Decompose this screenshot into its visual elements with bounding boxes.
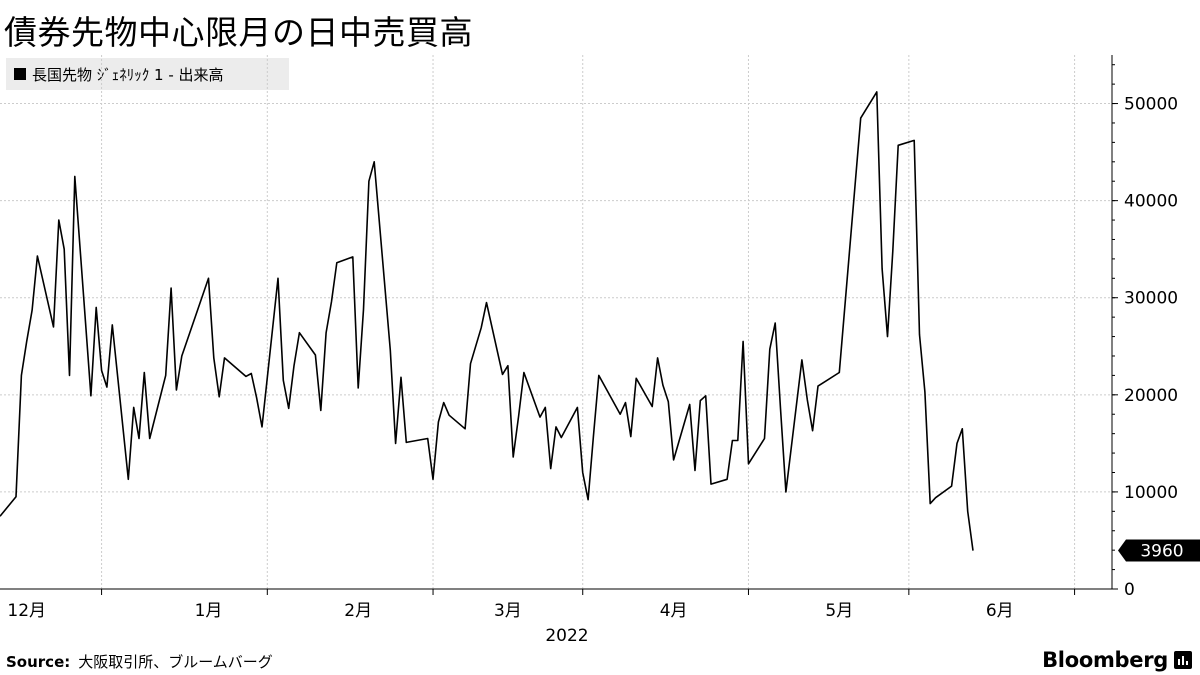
source-label: Source: bbox=[6, 653, 71, 671]
x-tick-label: 4月 bbox=[660, 601, 688, 621]
series-line bbox=[0, 91, 974, 551]
x-axis-label: 2022 bbox=[545, 626, 588, 646]
last-value-label: 3960 bbox=[1140, 542, 1183, 562]
bloomberg-logo: Bloomberg bbox=[1042, 648, 1192, 672]
last-value-tag bbox=[1118, 539, 1200, 562]
x-tick-label: 1月 bbox=[195, 601, 223, 621]
bloomberg-bars-icon bbox=[1174, 651, 1192, 669]
source-note: Source: 大阪取引所、ブルームバーグ bbox=[6, 651, 273, 672]
y-tick-label: 50000 bbox=[1124, 95, 1178, 115]
source-text: 大阪取引所、ブルームバーグ bbox=[78, 653, 273, 671]
chart-title: 債券先物中心限月の日中売買高 bbox=[4, 13, 473, 52]
y-tick-label: 30000 bbox=[1124, 289, 1178, 309]
brand-text: Bloomberg bbox=[1042, 648, 1168, 672]
x-tick-label: 5月 bbox=[825, 601, 853, 621]
y-tick-label: 0 bbox=[1124, 580, 1135, 600]
x-tick-label: 6月 bbox=[986, 601, 1014, 621]
y-tick-label: 40000 bbox=[1124, 192, 1178, 212]
y-tick-label: 10000 bbox=[1124, 483, 1178, 503]
x-tick-label: 12月 bbox=[7, 601, 46, 621]
x-tick-label: 3月 bbox=[494, 601, 522, 621]
legend-swatch bbox=[14, 68, 26, 80]
x-tick-label: 2月 bbox=[344, 601, 372, 621]
y-tick-label: 20000 bbox=[1124, 386, 1178, 406]
legend-label: 長国先物 ｼﾞｪﾈﾘｯｸ 1 - 出来高 bbox=[32, 65, 224, 84]
legend: 長国先物 ｼﾞｪﾈﾘｯｸ 1 - 出来高 bbox=[6, 58, 289, 90]
